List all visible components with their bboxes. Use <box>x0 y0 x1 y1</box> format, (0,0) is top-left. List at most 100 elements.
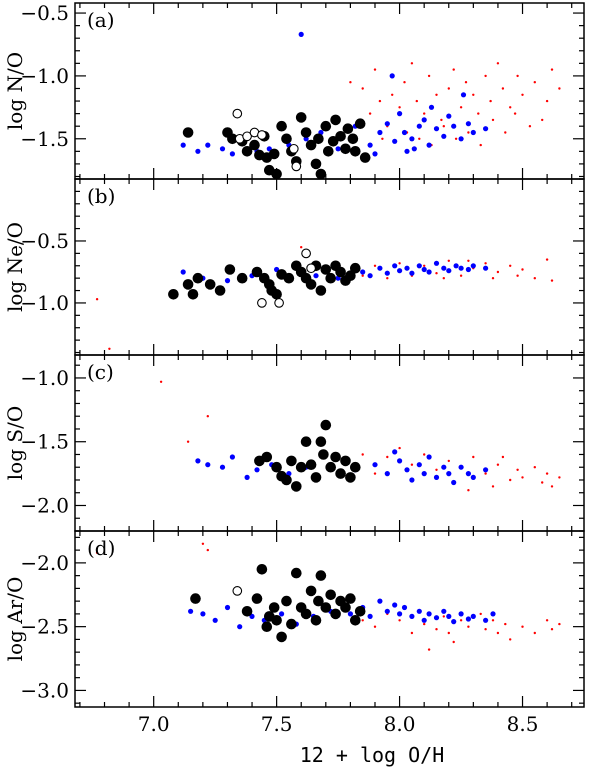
blue-dots-point <box>451 479 457 486</box>
large-black-filled-point <box>350 146 361 157</box>
large-black-filled-point <box>325 272 337 284</box>
blue-dots-point <box>392 263 398 269</box>
large-black-filled-point <box>286 618 297 630</box>
x-tick-label: 7.5 <box>261 712 293 736</box>
x-tick-label: 8.5 <box>507 712 539 736</box>
red-dots-point <box>410 463 414 466</box>
red-dots-point <box>95 551 99 554</box>
large-black-filled-point <box>271 289 282 300</box>
red-dots-point <box>349 81 352 84</box>
y-tick-label: −1.5 <box>20 127 69 151</box>
large-black-filled-point <box>182 127 194 138</box>
red-dots-point <box>368 112 372 115</box>
large-black-filled-point <box>268 148 280 160</box>
blue-dots-point <box>335 146 341 152</box>
red-dots-point <box>398 262 401 265</box>
red-dots-point <box>545 472 549 475</box>
red-dots-point <box>300 246 303 249</box>
red-dots-point <box>533 466 536 469</box>
blue-dots-point <box>465 616 471 622</box>
large-black-filled-point <box>320 602 332 613</box>
panel-label: (a) <box>87 8 115 32</box>
large-black-filled-point <box>318 449 329 460</box>
blue-dots-point <box>458 611 464 617</box>
blue-dots-point <box>397 611 403 617</box>
large-black-filled-point <box>182 279 194 290</box>
y-tick-label: −2.5 <box>20 615 69 639</box>
open-circles-point <box>232 108 243 119</box>
red-dots-point <box>159 380 163 383</box>
large-black-filled-point <box>330 608 341 620</box>
y-axis-label: log Ne/O <box>3 222 27 312</box>
red-dots-point <box>459 619 463 622</box>
blue-dots-point <box>404 467 410 473</box>
red-dots-point <box>373 264 377 267</box>
red-dots-point <box>435 468 438 471</box>
large-black-filled-point <box>313 595 324 607</box>
large-black-filled-point <box>281 133 292 145</box>
blue-dots-point <box>360 269 366 275</box>
blue-dots-point <box>180 142 186 148</box>
x-tick-label: 8.0 <box>384 712 416 736</box>
blue-dots-point <box>409 613 415 620</box>
panel-label: (c) <box>87 360 114 384</box>
blue-dots-point <box>224 604 231 611</box>
red-dots-point <box>442 615 445 618</box>
red-dots-point <box>550 279 554 282</box>
large-black-filled-point <box>261 621 273 632</box>
red-dots-point <box>509 106 512 109</box>
red-dots-point <box>206 548 209 552</box>
red-dots-point <box>558 622 561 626</box>
red-dots-point <box>447 87 450 90</box>
blue-dots-point <box>377 129 383 136</box>
large-black-filled-point <box>300 127 312 138</box>
large-black-filled-point <box>320 419 332 431</box>
red-dots-point <box>410 631 414 635</box>
red-dots-point <box>550 628 554 631</box>
open-circles-point <box>257 298 267 308</box>
red-dots-point <box>545 619 549 622</box>
panel-label: (b) <box>87 184 115 208</box>
y-tick-label: −3.0 <box>20 678 69 702</box>
blue-dots-point <box>483 265 489 271</box>
open-circles-point <box>232 586 243 596</box>
blue-dots-point <box>441 133 447 139</box>
blue-dots-point <box>446 113 452 119</box>
blue-dots-point <box>460 92 467 98</box>
large-black-filled-point <box>224 264 236 275</box>
large-black-filled-point <box>347 133 359 145</box>
red-dots-point <box>386 455 389 459</box>
blue-dots-point <box>347 611 353 617</box>
red-dots-point <box>477 112 480 115</box>
blue-dots-point <box>229 454 235 460</box>
blue-dots-point <box>470 474 476 480</box>
blue-dots-point <box>441 608 447 614</box>
large-black-filled-point <box>300 608 312 620</box>
large-black-filled-point <box>340 455 351 467</box>
red-dots-point <box>491 277 495 280</box>
blue-dots-point <box>205 142 211 148</box>
blue-dots-point <box>384 270 390 276</box>
red-dots-point <box>521 625 524 628</box>
blue-dots-point <box>404 148 410 154</box>
red-dots-point <box>491 485 495 488</box>
red-dots-point <box>410 62 414 65</box>
large-black-filled-point <box>300 436 312 448</box>
red-dots-point <box>509 478 512 482</box>
red-dots-point <box>484 472 487 475</box>
blue-dots-point <box>421 266 427 273</box>
blue-dots-point <box>483 617 489 623</box>
blue-dots-point <box>446 471 452 477</box>
y-axis-label: log S/O <box>3 406 27 480</box>
blue-dots-point <box>426 269 432 275</box>
large-black-filled-point <box>241 606 253 617</box>
large-black-filled-point <box>340 143 351 155</box>
blue-dots-point <box>483 467 489 473</box>
blue-dots-point <box>195 458 201 464</box>
blue-dots-point <box>451 123 457 129</box>
blue-dots-point <box>367 613 373 620</box>
red-dots-point <box>427 648 431 651</box>
y-tick-label: −1.0 <box>20 291 69 315</box>
red-dots-point <box>521 476 524 479</box>
red-dots-point <box>95 298 99 301</box>
